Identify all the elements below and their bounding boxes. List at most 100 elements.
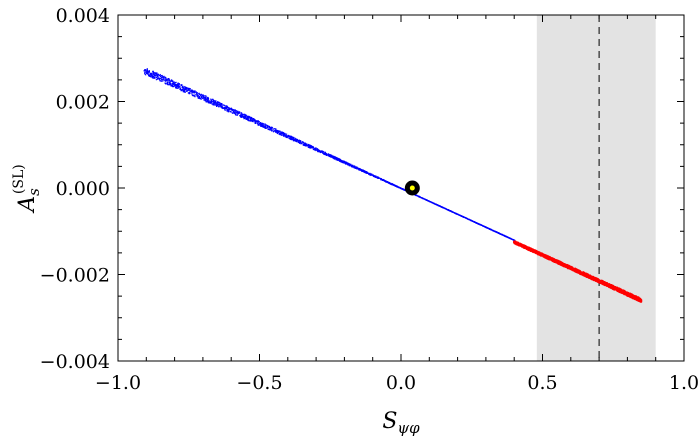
point	[377, 177, 380, 179]
point	[624, 292, 628, 296]
point	[217, 105, 219, 107]
point	[289, 135, 291, 137]
point	[164, 79, 166, 81]
point	[334, 157, 336, 159]
point	[180, 90, 182, 92]
point	[353, 166, 355, 168]
point	[273, 128, 275, 130]
point	[156, 75, 158, 77]
point	[443, 207, 445, 209]
point	[472, 220, 474, 223]
point	[291, 137, 294, 139]
point	[428, 200, 430, 202]
point	[179, 85, 181, 87]
point	[387, 182, 390, 184]
point	[282, 132, 285, 134]
point	[196, 93, 198, 95]
point	[473, 221, 475, 223]
point	[246, 117, 249, 119]
point	[263, 123, 265, 125]
point	[308, 145, 310, 147]
point	[329, 156, 332, 158]
point	[148, 71, 150, 73]
point	[215, 104, 217, 106]
point	[199, 94, 201, 96]
y-tick-label: 0.004	[56, 5, 110, 27]
point	[177, 85, 179, 87]
point	[297, 140, 299, 142]
point	[159, 78, 161, 80]
y-tick-label: −0.004	[40, 351, 110, 373]
point	[448, 209, 450, 211]
point	[147, 73, 149, 75]
point	[173, 81, 175, 83]
point	[478, 223, 480, 225]
point	[230, 109, 233, 111]
point	[189, 91, 191, 94]
point	[249, 117, 251, 119]
point	[435, 204, 437, 206]
point	[395, 185, 397, 187]
point	[240, 115, 242, 118]
point	[224, 109, 226, 111]
point	[219, 105, 221, 107]
point	[303, 142, 305, 144]
point	[165, 83, 167, 85]
point	[155, 77, 158, 79]
point	[277, 131, 280, 133]
point	[159, 80, 161, 82]
point	[278, 133, 280, 135]
point	[534, 250, 538, 254]
point	[365, 171, 368, 173]
point	[568, 265, 572, 269]
point	[172, 81, 174, 83]
point	[337, 157, 339, 159]
point	[254, 121, 256, 124]
point	[419, 196, 421, 198]
point	[226, 110, 228, 112]
point	[336, 158, 338, 161]
point	[327, 154, 329, 157]
point	[154, 75, 157, 77]
y-tick-label: 0.002	[56, 92, 110, 114]
point	[247, 117, 249, 119]
point	[174, 84, 176, 86]
point	[212, 98, 214, 101]
point	[344, 161, 346, 163]
point	[271, 130, 273, 132]
point	[513, 239, 515, 241]
point	[284, 136, 286, 138]
point	[186, 90, 188, 92]
point	[621, 291, 624, 295]
point	[429, 201, 432, 203]
point	[292, 136, 295, 139]
point	[197, 97, 199, 99]
point	[471, 220, 473, 222]
point	[304, 144, 306, 146]
point	[286, 136, 288, 138]
point	[245, 117, 247, 120]
point	[157, 74, 159, 76]
point	[380, 178, 382, 180]
x-axis-title-sub: ψφ	[397, 419, 420, 437]
point	[304, 142, 306, 144]
point	[276, 131, 278, 133]
point	[505, 235, 507, 238]
point	[297, 141, 299, 144]
point	[306, 145, 308, 147]
point	[194, 91, 197, 93]
point	[330, 154, 332, 156]
point	[175, 87, 177, 89]
point	[171, 80, 173, 82]
point	[150, 74, 153, 76]
tick-labels-layer: −1.0 −0.5 0.0 0.5 1.0 −0.004 −0.002 0.000 0.002 0…	[40, 5, 699, 394]
point	[267, 126, 269, 128]
x-tick-label: 0.5	[527, 372, 557, 394]
point	[202, 97, 205, 99]
point	[228, 107, 230, 110]
point	[299, 140, 302, 142]
point	[269, 129, 271, 131]
bands-layer	[536, 15, 656, 361]
point	[425, 199, 427, 201]
point	[449, 210, 451, 212]
